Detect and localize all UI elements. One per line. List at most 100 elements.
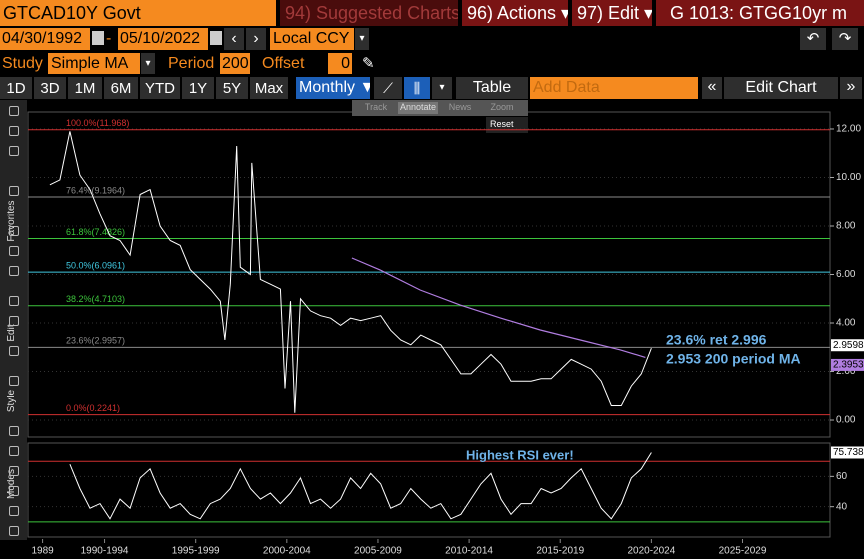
reset-button[interactable]: Reset (486, 117, 528, 133)
y-tick-label: 6.00 (836, 269, 856, 280)
y-tick-label: 40 (836, 501, 848, 512)
offset-label: Offset (262, 55, 305, 72)
window-title: G 1013: GTGG10yr m (656, 0, 864, 26)
x-tick-label: 2025-2029 (719, 546, 767, 557)
study-field[interactable]: Simple MA (48, 53, 140, 74)
fib-label: 50.0%(6.0961) (66, 261, 125, 271)
redo-button[interactable]: ↷ (832, 28, 858, 50)
x-tick-label: 1990-1994 (81, 546, 129, 557)
sidebar-icon[interactable] (9, 486, 19, 496)
period-label: Period (168, 55, 215, 72)
x-tick-label: 2000-2004 (263, 546, 311, 557)
menu-item[interactable]: 97) Edit ▾ (572, 0, 652, 26)
sidebar-icon[interactable] (9, 126, 19, 136)
sidebar-icon[interactable] (9, 526, 19, 536)
fib-label: 23.6%(2.9957) (66, 336, 125, 346)
sidebar-icon[interactable] (9, 186, 19, 196)
period-button[interactable]: 6M (104, 77, 138, 99)
period-button[interactable]: 3D (34, 77, 66, 99)
dropdown[interactable]: ▾ (355, 28, 369, 50)
annotation: Highest RSI ever! (466, 447, 574, 462)
sidebar-icon[interactable] (9, 106, 19, 116)
y-tick-label: 2.00 (836, 366, 856, 377)
x-tick-label: 1989 (31, 546, 54, 557)
sidebar-icon[interactable] (9, 376, 19, 386)
undo-button[interactable]: ↶ (800, 28, 826, 50)
y-tick-label: 0.00 (836, 415, 856, 426)
sidebar-label: Favorites (7, 200, 17, 242)
sidebar-icon[interactable] (9, 146, 19, 156)
start-date[interactable]: 04/30/1992 (0, 28, 90, 50)
period-button[interactable]: 1D (0, 77, 32, 99)
date-separator: - (106, 30, 112, 47)
x-tick-label: 2020-2024 (627, 546, 675, 557)
table-button[interactable]: Table (456, 77, 528, 99)
security-field[interactable]: GTCAD10Y Govt (0, 0, 276, 26)
x-tick-label: 1995-1999 (172, 546, 220, 557)
y-tick-label: 60 (836, 471, 848, 482)
menu-item[interactable]: 94) Suggested Charts (280, 0, 458, 26)
value-marker-label: 2.3953 (833, 360, 864, 371)
dropdown[interactable]: ▾ (141, 53, 155, 74)
offset-field[interactable]: 0 (328, 53, 352, 74)
reset-label: Reset (490, 119, 514, 129)
sidebar-icon[interactable] (9, 506, 19, 516)
tool-button[interactable]: Zoom (490, 102, 514, 112)
sidebar-icon[interactable] (9, 466, 19, 476)
value-marker-label: 2.9598 (833, 340, 864, 351)
calendar-icon[interactable] (210, 31, 222, 45)
y-tick-label: 8.00 (836, 221, 856, 232)
sidebar-icon[interactable] (9, 246, 19, 256)
expand-button[interactable]: » (840, 77, 862, 99)
x-tick-label: 2010-2014 (445, 546, 493, 557)
next-button[interactable]: › (246, 28, 266, 50)
price-line (49, 131, 652, 413)
collapse-button[interactable]: « (702, 77, 722, 99)
fib-label: 100.0%(11.968) (66, 118, 129, 128)
period-button[interactable]: Max (250, 77, 288, 99)
tool-button[interactable]: Track (364, 102, 388, 112)
currency-field[interactable]: Local CCY (270, 28, 354, 50)
period-button[interactable]: YTD (140, 77, 180, 99)
annotation: 2.953 200 period MA (666, 351, 801, 367)
tool-button[interactable]: Annotate (398, 102, 438, 114)
add-data-field[interactable]: Add Data (530, 77, 698, 99)
line-icon[interactable]: ⟋ (374, 77, 402, 99)
sidebar-icon[interactable] (9, 316, 19, 326)
tool-button[interactable]: News (448, 102, 472, 112)
period-button[interactable]: 1M (68, 77, 102, 99)
sidebar-icon[interactable] (9, 426, 19, 436)
sidebar-icon[interactable] (9, 296, 19, 306)
sidebar-icon[interactable] (9, 266, 19, 276)
bar-icon[interactable]: ⫼ (404, 77, 430, 99)
x-tick-label: 2005-2009 (354, 546, 402, 557)
pen-icon[interactable]: ✎ (362, 55, 375, 72)
fib-label: 0.0%(0.2241) (66, 403, 120, 413)
menu-item[interactable]: 96) Actions ▾ (462, 0, 568, 26)
frequency-button[interactable]: Monthly ▼ (296, 77, 370, 99)
y-tick-label: 4.00 (836, 318, 856, 329)
value-marker (831, 446, 864, 459)
value-marker (831, 339, 864, 352)
y-tick-label: 12.00 (836, 124, 861, 135)
sidebar-icon[interactable] (9, 446, 19, 456)
period-field[interactable]: 200 (220, 53, 250, 74)
value-marker-label: 75.7382 (833, 447, 864, 458)
y-tick-label: 10.00 (836, 172, 861, 183)
calendar-icon[interactable] (92, 31, 104, 45)
fib-label: 38.2%(4.7103) (66, 294, 125, 304)
value-marker (831, 358, 864, 371)
prev-button[interactable]: ‹ (224, 28, 244, 50)
annotation: 23.6% ret 2.996 (666, 332, 767, 348)
edit-chart-button[interactable]: Edit Chart (724, 77, 838, 99)
x-tick-label: 2015-2019 (536, 546, 584, 557)
dropdown[interactable]: ▾ (432, 77, 452, 99)
fib-label: 76.4%(9.1964) (66, 185, 125, 195)
end-date[interactable]: 05/10/2022 (118, 28, 208, 50)
fib-label: 61.8%(7.4826) (66, 227, 125, 237)
period-button[interactable]: 1Y (182, 77, 214, 99)
period-button[interactable]: 5Y (216, 77, 248, 99)
sidebar-icon[interactable] (9, 226, 19, 236)
sidebar-icon[interactable] (9, 346, 19, 356)
